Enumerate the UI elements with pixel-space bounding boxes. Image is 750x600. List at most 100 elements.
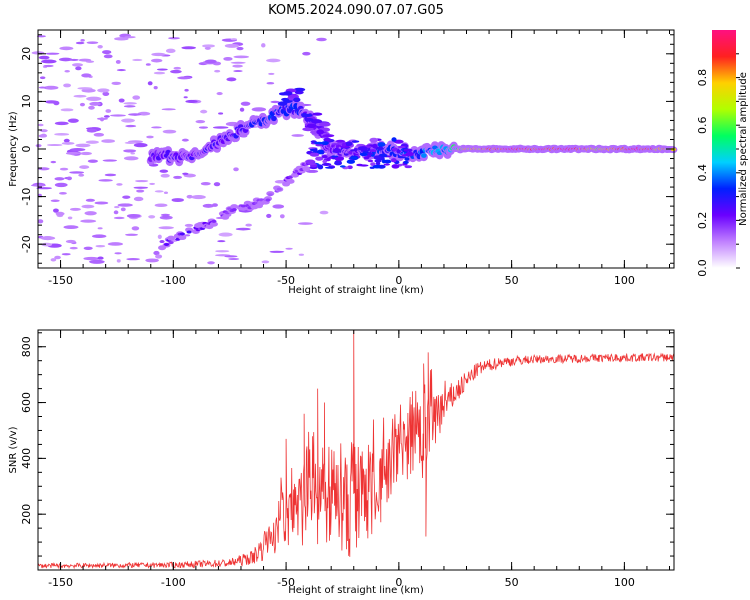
spectrogram-cell: [69, 246, 78, 250]
spectrogram-cell: [81, 73, 92, 78]
spectrogram-cell: [184, 223, 194, 227]
spectrogram-cell: [40, 129, 48, 133]
spectrogram-cell: [266, 58, 281, 63]
snr-x-ticks: -150 -100 -50 0 50 100: [37, 330, 670, 589]
y-tick-label: -10: [20, 188, 33, 206]
spectrogram-cell: [85, 198, 96, 202]
spectrogram-y-ticks: 20 10 0 -10 -20: [20, 34, 674, 264]
spectrogram-cell: [103, 54, 113, 59]
spectrogram-cell: [126, 213, 141, 218]
spectrogram-cell: [98, 179, 113, 182]
spectrogram-cell: [63, 225, 79, 230]
spectrogram-cell: [217, 240, 226, 243]
spectrogram-cell: [67, 118, 79, 123]
spectrogram-cell: [124, 141, 137, 144]
spectrogram-cell: [331, 155, 339, 158]
spectrogram-cell: [215, 250, 230, 253]
spectrogram-cell: [121, 118, 135, 123]
spectrogram-cell: [165, 48, 176, 53]
spectrogram-cell: [372, 164, 382, 169]
spectrogram-cell: [54, 177, 65, 181]
spectrogram-cell: [240, 101, 251, 106]
spectrogram-cell: [135, 179, 149, 183]
spectrogram-cell: [145, 63, 151, 66]
spectrogram-cell: [302, 127, 314, 132]
spectrogram-cell: [155, 254, 163, 259]
colorbar-ticks: 0.0 0.2 0.4 0.6 0.8: [696, 53, 740, 277]
x-tick-label: -100: [161, 576, 186, 589]
spectrogram-cell: [316, 37, 327, 42]
spectrogram-cell: [86, 128, 98, 133]
spectrogram-cell: [185, 99, 198, 103]
spectrogram-cell: [168, 37, 181, 40]
spectrogram-cell: [294, 90, 304, 95]
spectrogram-cell: [162, 215, 169, 219]
spectrogram-cell: [266, 82, 275, 85]
spectrogram-cell: [348, 150, 353, 155]
spectrogram-cell: [103, 115, 110, 118]
spectrogram-cell: [377, 146, 384, 151]
spectrogram-cell: [346, 159, 356, 164]
spectrogram-cell: [233, 70, 243, 73]
spectrogram-cell: [50, 258, 57, 262]
spectrogram-cell: [70, 148, 86, 152]
spectrogram-cell: [123, 105, 136, 108]
spectrogram-cell: [184, 88, 189, 92]
spectrogram-cell: [88, 105, 95, 110]
spectrogram-cell: [85, 140, 99, 144]
spectrogram-cell: [317, 164, 324, 170]
spectrogram-cell: [204, 59, 217, 64]
spectrogram-cell: [369, 137, 379, 143]
spectrogram-cell: [269, 250, 285, 253]
colorbar-tick-label: 0.4: [696, 164, 709, 182]
snr-y-ticks: 200 400 600 800: [20, 332, 674, 571]
spectrogram-cell: [40, 133, 47, 138]
y-tick-label: 400: [20, 448, 33, 469]
spectrogram-cell: [233, 55, 250, 59]
spectrogram-cell: [54, 182, 68, 188]
spectrogram-cell: [54, 133, 70, 136]
spectrogram-cell: [198, 126, 209, 129]
spectrogram-cell: [315, 156, 324, 161]
spectrogram-cell: [223, 56, 233, 61]
spectrogram-cell: [120, 207, 126, 212]
spectrogram-cell: [118, 98, 125, 103]
spectrogram-cell: [207, 261, 215, 265]
spectrogram-cell: [309, 152, 320, 157]
spectrogram-cell: [37, 219, 44, 224]
spectrogram-cell: [73, 94, 87, 98]
spectrogram-cell: [35, 144, 42, 148]
spectrogram-cell: [64, 70, 70, 73]
spectrogram-cell: [65, 239, 76, 244]
spectrogram-cell: [236, 46, 244, 51]
spectrogram-cell: [183, 96, 188, 99]
spectrogram-cell: [156, 68, 168, 71]
spectrogram-cell: [102, 91, 110, 96]
spectrogram-cell: [375, 161, 381, 166]
spectrogram-cell: [270, 100, 280, 104]
spectrogram-cell: [268, 72, 275, 75]
spectrogram-cell: [104, 173, 117, 177]
spectrogram-cell: [101, 139, 116, 143]
spectrogram-cell: [71, 63, 84, 67]
spectrogram-cell: [125, 233, 139, 236]
spectrogram-cell: [377, 142, 386, 147]
spectrogram-cell: [321, 162, 332, 166]
spectrogram-cell: [239, 107, 245, 112]
spectrogram-cell: [36, 187, 52, 190]
spectrogram-cell: [202, 203, 215, 208]
spectrogram-cell: [224, 255, 238, 258]
spectrogram-y-axis-label: Frequency (Hz): [8, 111, 19, 187]
colorbar-tick-label: 0.8: [696, 69, 709, 87]
spectrogram-cell: [89, 101, 101, 106]
spectrogram-cell: [383, 159, 392, 164]
spectrogram-cell: [114, 252, 122, 255]
snr-series-line: [38, 330, 674, 570]
spectrogram-cell: [367, 152, 373, 155]
spectrogram-cell: [261, 260, 270, 264]
spectrogram-cell: [391, 137, 397, 142]
spectrogram-cell: [97, 227, 103, 230]
x-tick-label: -50: [277, 576, 295, 589]
spectrogram-cell: [276, 187, 282, 191]
